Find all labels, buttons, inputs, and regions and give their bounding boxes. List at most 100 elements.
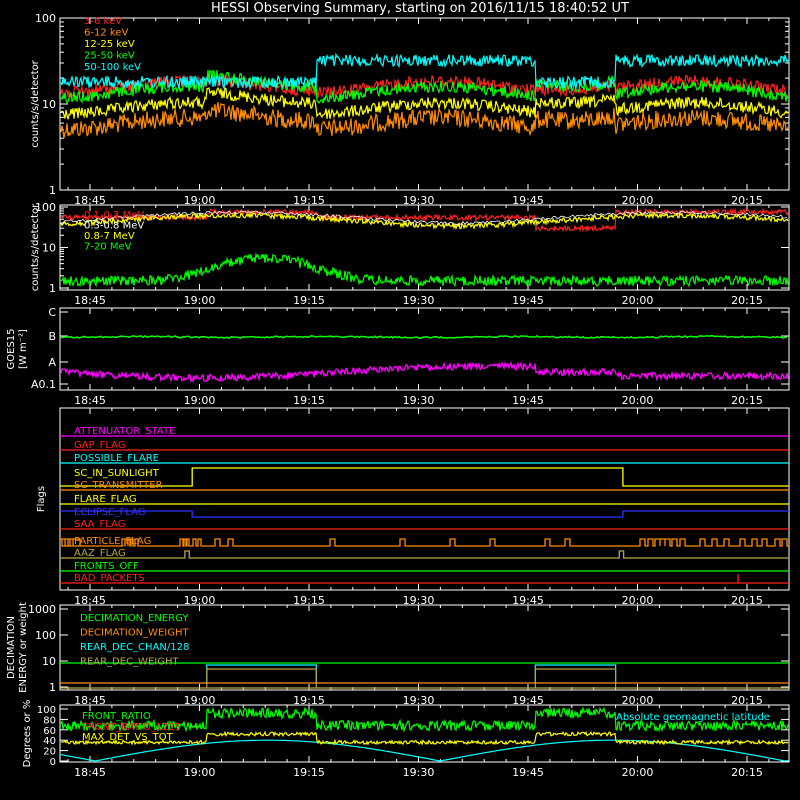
y-tick-label: 1 — [49, 681, 56, 694]
x-tick-label: 20:00 — [622, 294, 654, 307]
x-tick-label: 19:45 — [512, 766, 544, 779]
y-tick-label: 100 — [35, 629, 56, 642]
y-tick-label: 20 — [43, 747, 56, 758]
x-tick-label: 18:45 — [74, 766, 106, 779]
legend-0.1-0.3 MeV: 0.1-0.3 MeV — [84, 210, 144, 221]
y-tick-label: 1000 — [28, 603, 56, 616]
flag-label-BAD_PACKETS: BAD_PACKETS — [74, 573, 145, 584]
x-tick-label: 20:00 — [622, 694, 654, 707]
series-line-25-50 keV — [60, 69, 789, 105]
x-tick-label: 19:15 — [293, 394, 325, 407]
series-line-0.8-7 MeV — [60, 210, 789, 231]
y-axis-label: GOES15 — [6, 328, 17, 369]
panel-1: 18:45 19:00 19:15 19:30 19:45 20:00 20:15 1 10 10… — [30, 12, 790, 207]
panel-frame — [59, 407, 790, 591]
x-tick-label: 19:30 — [403, 694, 435, 707]
flag-label-POSSIBLE_FLARE: POSSIBLE_FLARE — [74, 453, 159, 464]
legend-FRONT_RATIO: FRONT_RATIO — [82, 711, 151, 722]
panel-4: 18:45 19:00 19:15 19:30 19:45 20:00 20:15 Flags… — [36, 407, 790, 607]
x-tick-label: 20:15 — [731, 294, 763, 307]
series-line-REAR_DEC_CHAN/128 — [206, 664, 617, 684]
legend-DECIMATION_ENERGY: DECIMATION_ENERGY — [80, 613, 189, 624]
x-tick-label: 19:15 — [293, 694, 325, 707]
flag-label-SAA_FLAG: SAA_FLAG — [74, 519, 125, 530]
panel-3: 18:45 19:00 19:15 19:30 19:45 20:00 20:15 A0.1 A… — [6, 306, 790, 407]
x-tick-label: 19:30 — [403, 766, 435, 779]
y-axis-label: Flags — [36, 486, 47, 512]
x-tick-label: 20:15 — [731, 594, 763, 607]
y-tick-label: 10 — [42, 242, 56, 255]
y-tick-label: 0 — [50, 757, 56, 768]
series-line-REAR_DEC_WEIGHT — [60, 668, 789, 689]
x-tick-label: 20:15 — [731, 194, 763, 207]
legend-3-6 keV: 3-6 keV — [84, 16, 122, 27]
x-tick-label: 19:15 — [293, 594, 325, 607]
series-line-GOES long — [60, 334, 788, 340]
x-tick-label: 19:00 — [184, 766, 216, 779]
legend-REAR_DEC_WEIGHT: REAR_DEC_WEIGHT — [80, 657, 179, 668]
series-line-FRONT_RATIO — [60, 705, 789, 733]
flag-label-SC_TRANSMITTER: SC_TRANSMITTER — [74, 480, 163, 491]
x-tick-label: 19:30 — [403, 594, 435, 607]
y-tick-label: 100 — [35, 12, 56, 25]
y-axis-label: counts/s/detector — [30, 59, 41, 147]
series-line-50-100 keV — [60, 52, 789, 91]
y-tick-label: 40 — [43, 736, 56, 747]
series-line-6-12 keV — [60, 101, 789, 139]
legend-FRONT_RATIO_1225: FRONT_RATIO_1225 — [82, 722, 181, 733]
x-tick-label: 19:00 — [184, 294, 216, 307]
x-tick-label: 19:00 — [184, 394, 216, 407]
y-axis-label-units: [W m⁻²] — [18, 329, 29, 369]
y-axis-label-2: ENERGY or weight — [18, 602, 29, 693]
y-axis-label: Degrees or % — [22, 700, 33, 768]
y-tick-label: 10 — [42, 655, 56, 668]
y-tick-label: B — [48, 330, 56, 343]
y-tick-label: 1 — [49, 184, 56, 197]
legend-6-12 keV: 6-12 keV — [84, 28, 128, 39]
x-tick-label: 18:45 — [74, 694, 106, 707]
x-tick-label: 19:30 — [403, 394, 435, 407]
series-line-7-20 MeV — [60, 252, 789, 288]
legend-0.3-0.8 MeV: 0.3-0.8 MeV — [84, 221, 144, 232]
x-tick-label: 19:15 — [293, 766, 325, 779]
flag-line-SC_IN_SUNLIGHT — [60, 467, 789, 487]
legend-0.8-7 MeV: 0.8-7 MeV — [84, 231, 135, 242]
x-tick-label: 18:45 — [74, 194, 106, 207]
x-tick-label: 19:30 — [403, 294, 435, 307]
legend-MAX_DET_VS_TOT: MAX_DET_VS_TOT — [82, 732, 174, 743]
x-tick-label: 19:15 — [293, 294, 325, 307]
x-tick-label: 20:00 — [622, 766, 654, 779]
y-tick-label: 60 — [43, 726, 56, 737]
flag-label-FRONTS_OFF: FRONTS_OFF — [74, 561, 139, 572]
x-tick-label: 18:45 — [74, 394, 106, 407]
flag-label-ECLIPSE_FLAG: ECLIPSE_FLAG — [74, 507, 145, 518]
x-tick-label: 18:45 — [74, 594, 106, 607]
x-tick-label: 20:15 — [731, 694, 763, 707]
flag-line-ECLIPSE_FLAG — [60, 510, 789, 518]
flag-label-GAP_FLAG: GAP_FLAG — [74, 440, 126, 451]
legend-25-50 keV: 25-50 keV — [84, 51, 135, 62]
legend-7-20 MeV: 7-20 MeV — [84, 242, 132, 253]
x-tick-label: 19:15 — [293, 194, 325, 207]
legend-50-100 keV: 50-100 keV — [84, 62, 141, 73]
y-tick-label: 80 — [43, 715, 56, 726]
y-tick-label: C — [48, 306, 56, 319]
y-axis-label: counts/s/detector — [30, 203, 41, 291]
panel-6: 18:45 19:00 19:15 19:30 19:45 20:00 20:15 02040… — [22, 700, 790, 779]
panel-frame — [59, 604, 790, 691]
series-line-12-25 keV — [60, 86, 789, 120]
flag-line-BAD_PACKETS — [60, 574, 789, 584]
x-tick-label: 20:00 — [622, 594, 654, 607]
y-tick-label: A — [48, 356, 56, 369]
flag-line-AAZ_FLAG — [60, 550, 789, 559]
x-tick-label: 20:00 — [622, 194, 654, 207]
x-tick-label: 19:00 — [184, 594, 216, 607]
annotation-geomagnetic: Absolute geomagnetic latitude — [616, 712, 770, 723]
legend-DECIMATION_WEIGHT: DECIMATION_WEIGHT — [80, 628, 189, 639]
flag-label-ATTENUATOR_STATE: ATTENUATOR_STATE — [74, 426, 175, 437]
y-tick-label: 10 — [42, 98, 56, 111]
series-line-GOES short — [60, 360, 789, 384]
plot-title: HESSI Observing Summary, starting on 201… — [211, 1, 629, 16]
series-line-MAX_DET_VS_TOT — [60, 730, 789, 747]
